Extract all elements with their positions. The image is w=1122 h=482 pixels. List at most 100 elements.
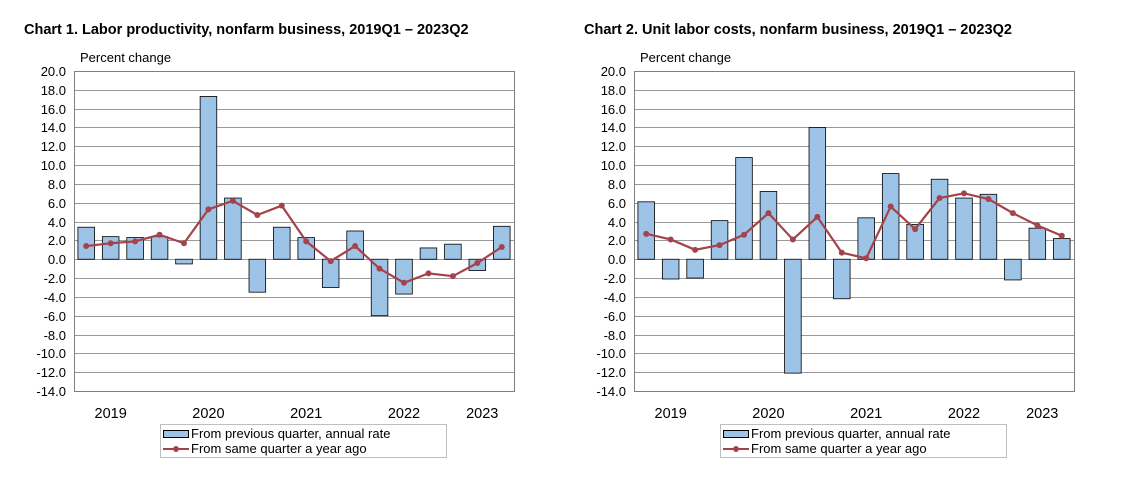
line-point — [425, 270, 432, 277]
bar — [979, 193, 998, 260]
legend: From previous quarter, annual rate From … — [720, 424, 1007, 458]
line-point — [132, 238, 139, 245]
y-tick-label: 12.0 — [41, 139, 66, 154]
line-point — [327, 258, 334, 265]
line-point — [107, 240, 114, 247]
plot-area: -14.0 -12.0 -10.0 -8.0 -6.0 -4.0 -2.0 0.0 2.0 4.0… — [596, 64, 1075, 422]
line-point — [449, 273, 456, 280]
bar — [1028, 227, 1047, 260]
line-swatch — [723, 444, 749, 454]
legend-item-bar: From previous quarter, annual rate — [723, 426, 950, 441]
line-point — [838, 249, 845, 256]
bar — [710, 220, 729, 260]
x-tick-label: 2022 — [948, 406, 980, 422]
series-line — [645, 192, 1063, 260]
legend-label: From previous quarter, annual rate — [191, 426, 391, 441]
chart-unit-labor-costs: Chart 2. Unit labor costs, nonfarm busin… — [560, 0, 1100, 482]
line-point — [985, 196, 992, 202]
y-tick-label: 20.0 — [41, 64, 66, 79]
x-tick-label: 2021 — [290, 406, 322, 422]
line-point — [765, 210, 772, 217]
bar — [224, 197, 242, 260]
bar — [686, 258, 704, 279]
line-point — [352, 243, 359, 250]
y-tick-label: -6.0 — [44, 309, 66, 324]
y-tick-label: 18.0 — [601, 83, 626, 98]
bar — [126, 237, 144, 260]
y-tick-label: -12.0 — [36, 365, 66, 380]
plot-frame — [634, 71, 1075, 392]
line-point — [961, 190, 967, 197]
x-year-labels: 2019 2020 2021 2022 2023 — [95, 406, 499, 422]
y-tick-label: 8.0 — [48, 177, 66, 192]
y-tick-label: 12.0 — [601, 139, 626, 154]
x-tick-label: 2020 — [752, 406, 784, 422]
x-tick-label: 2023 — [466, 406, 498, 422]
bar — [150, 236, 169, 260]
line-point — [474, 260, 481, 266]
bar-series — [637, 127, 1071, 374]
line-point — [401, 279, 407, 286]
bar — [175, 258, 193, 265]
y-tick-label: -6.0 — [604, 309, 626, 324]
line-point — [181, 240, 187, 247]
y-tick-labels: -14.0 -12.0 -10.0 -8.0 -6.0 -4.0 -2.0 0.0 2.0 4.0… — [596, 64, 626, 399]
y-tick-label: 8.0 — [608, 177, 626, 192]
y-axis-label: Percent change — [640, 50, 732, 65]
y-tick-label: 16.0 — [601, 102, 626, 117]
legend-item-line: From same quarter a year ago — [163, 441, 367, 456]
y-tick-label: 0.0 — [48, 252, 66, 267]
line-point — [376, 265, 383, 272]
y-axis-label: Percent change — [80, 50, 172, 65]
bar — [881, 173, 900, 260]
line-series — [83, 197, 505, 286]
y-tick-label: 10.0 — [601, 158, 626, 173]
y-tick-label: -10.0 — [36, 346, 66, 361]
line-point — [716, 242, 723, 249]
y-tick-label: 20.0 — [601, 64, 626, 79]
y-tick-label: -2.0 — [604, 271, 626, 286]
x-tick-label: 2019 — [655, 406, 687, 422]
bar — [1004, 258, 1022, 281]
line-point — [1058, 232, 1065, 239]
bar — [199, 96, 218, 260]
bar — [759, 191, 778, 260]
plot-area: -14.0 -12.0 -10.0 -8.0 -6.0 -4.0 -2.0 0.0 2.0 4.0… — [36, 64, 515, 422]
bar — [444, 243, 462, 260]
y-tick-label: 18.0 — [41, 83, 66, 98]
bar — [1053, 238, 1071, 260]
bar — [273, 226, 291, 260]
line-point — [254, 212, 261, 218]
y-tick-label: -4.0 — [604, 290, 626, 305]
bar-swatch — [163, 429, 189, 438]
y-tick-label: 14.0 — [41, 120, 66, 135]
legend-label: From previous quarter, annual rate — [751, 426, 951, 441]
line-point — [83, 243, 90, 250]
line-point — [667, 236, 674, 243]
line-swatch — [163, 444, 189, 454]
y-tick-label: -14.0 — [36, 384, 66, 399]
line-point — [498, 244, 505, 250]
y-tick-label: 0.0 — [608, 252, 626, 267]
x-tick-label: 2020 — [192, 406, 224, 422]
line-point — [1034, 222, 1041, 229]
bar — [493, 225, 511, 260]
bar — [419, 247, 438, 260]
line-point — [156, 231, 163, 238]
y-tick-labels: -14.0 -12.0 -10.0 -8.0 -6.0 -4.0 -2.0 0.0 2.0 4.0… — [36, 64, 66, 399]
line-point — [692, 246, 699, 253]
x-tick-label: 2023 — [1026, 406, 1058, 422]
y-tick-label: 14.0 — [601, 120, 626, 135]
legend: From previous quarter, annual rate From … — [160, 424, 447, 458]
bar — [857, 217, 875, 260]
bar — [101, 236, 120, 260]
line-point — [863, 255, 870, 262]
bar — [395, 258, 413, 295]
bar — [833, 258, 851, 300]
y-tick-label: 4.0 — [48, 215, 66, 230]
y-tick-label: -14.0 — [596, 384, 626, 399]
gridlines — [74, 71, 514, 392]
bar — [808, 127, 827, 260]
bar-series — [77, 96, 511, 317]
chart-labor-productivity: Chart 1. Labor productivity, nonfarm bus… — [0, 0, 540, 482]
